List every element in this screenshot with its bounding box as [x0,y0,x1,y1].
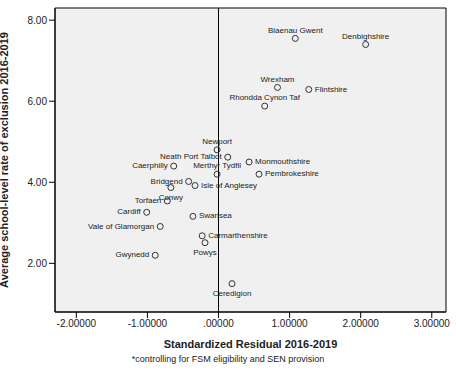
svg-text:Newport: Newport [202,137,233,146]
svg-text:Vale of Glamorgan: Vale of Glamorgan [88,222,154,231]
svg-text:Gwynedd: Gwynedd [115,250,149,259]
svg-text:Carmarthenshire: Carmarthenshire [208,231,268,240]
svg-text:Neath Port Talbot: Neath Port Talbot [160,152,222,161]
svg-text:Wrexham: Wrexham [260,75,294,84]
html-text:*controlling for FSM eligibili: *controlling for FSM eligibility and SEN… [131,354,325,364]
svg-text:.00000: .00000 [203,318,234,329]
svg-text:Blaenau Gwent: Blaenau Gwent [268,26,323,35]
svg-text:Swansea: Swansea [199,211,232,220]
svg-text:1.00000: 1.00000 [272,318,309,329]
svg-text:Cardiff: Cardiff [117,207,141,216]
svg-text:Bridgend: Bridgend [151,177,183,186]
svg-text:Rhondda Cynon Taf: Rhondda Cynon Taf [229,93,300,102]
svg-text:Isle of Anglesey: Isle of Anglesey [201,181,257,190]
svg-text:Pembrokeshire: Pembrokeshire [265,169,319,178]
svg-text:3.00000: 3.00000 [414,318,448,329]
svg-text:Powys: Powys [193,248,217,257]
svg-text:Monmouthshire: Monmouthshire [255,157,311,166]
svg-text:Torfaen: Torfaen [135,196,162,205]
svg-text:8.00: 8.00 [28,15,48,26]
svg-text:Denbighshire: Denbighshire [342,32,390,41]
svg-text:4.00: 4.00 [28,177,48,188]
svg-text:Conwy: Conwy [159,193,183,202]
svg-text:Ceredigion: Ceredigion [213,289,252,298]
svg-text:Flintshire: Flintshire [315,85,348,94]
svg-text:Average school-level rate of e: Average school-level rate of exclusion 2… [8,32,10,288]
svg-text:Caerphilly: Caerphilly [132,161,168,170]
svg-text:6.00: 6.00 [28,96,48,107]
svg-text:-1.00000: -1.00000 [128,318,168,329]
svg-text:Merthyr Tydfil: Merthyr Tydfil [193,161,241,170]
svg-text:Standardized Residual 2016-201: Standardized Residual 2016-2019 [164,338,338,350]
svg-text:2.00: 2.00 [28,258,48,269]
svg-text:-2.00000: -2.00000 [57,318,97,329]
svg-text:2.00000: 2.00000 [343,318,380,329]
